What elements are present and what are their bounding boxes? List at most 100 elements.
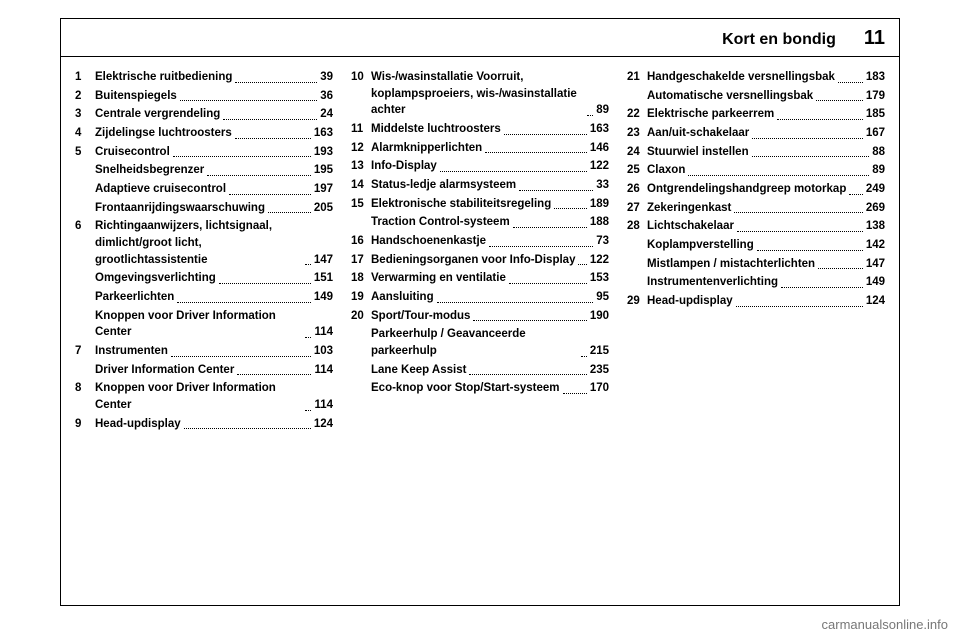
- index-entry: Omgevingsverlichting 151: [75, 270, 333, 287]
- entry-label: Elektronische stabiliteits­regeling: [371, 196, 551, 213]
- entry-number: 25: [627, 162, 647, 179]
- entry-number: 4: [75, 125, 95, 142]
- entry-label: Status-ledje alarmsysteem: [371, 177, 516, 194]
- entry-body: Knoppen voor Driver Information Center11…: [95, 380, 333, 413]
- entry-body: Parkeerlichten149: [95, 289, 333, 306]
- index-entry: Lane Keep Assist235: [351, 362, 609, 379]
- entry-label: Knoppen voor Driver Information Center: [95, 308, 302, 341]
- entry-number: 6: [75, 218, 95, 235]
- leader-dots: [173, 148, 311, 157]
- index-column: 21Handgeschakelde versnellingsbak183Auto…: [627, 69, 885, 434]
- index-entry: 25Claxon 89: [627, 162, 885, 179]
- entry-label: Automatische versnellingsbak: [647, 88, 813, 105]
- entry-number: 22: [627, 106, 647, 123]
- entry-number: 16: [351, 233, 371, 250]
- entry-body: Alarmknipperlichten146: [371, 140, 609, 157]
- index-entry: 10Wis-/­wasinstallatie Voorruit, koplamp…: [351, 69, 609, 119]
- entry-number: 8: [75, 380, 95, 397]
- entry-body: Zekeringenkast269: [647, 200, 885, 217]
- entry-body: Adaptieve cruisecontrol197: [95, 181, 333, 198]
- index-entry: Adaptieve cruisecontrol197: [75, 181, 333, 198]
- manual-page: Kort en bondig 11 1Elektrische ruitbedie…: [0, 0, 960, 642]
- entry-label: Driver Information Center: [95, 362, 234, 379]
- entry-page: 142: [866, 237, 885, 254]
- leader-dots: [777, 111, 863, 120]
- entry-label: Traction Control-systeem: [371, 214, 510, 231]
- entry-label: Ontgrendelingshandgreep motorkap: [647, 181, 846, 198]
- entry-number: 5: [75, 144, 95, 161]
- leader-dots: [305, 329, 311, 338]
- entry-label: Verwarming en ventilatie: [371, 270, 506, 287]
- leader-dots: [688, 167, 869, 176]
- entry-page: 185: [866, 106, 885, 123]
- entry-number: 24: [627, 144, 647, 161]
- entry-number: 18: [351, 270, 371, 287]
- entry-number: 12: [351, 140, 371, 157]
- entry-number: 15: [351, 196, 371, 213]
- entry-page: 89: [872, 162, 885, 179]
- entry-label: Zekeringenkast: [647, 200, 731, 217]
- entry-page: 33: [596, 177, 609, 194]
- entry-label: Aansluiting: [371, 289, 434, 306]
- leader-dots: [737, 223, 863, 232]
- leader-dots: [849, 186, 862, 195]
- entry-number: 10: [351, 69, 371, 86]
- entry-number: 9: [75, 416, 95, 433]
- entry-label: Alarmknipperlichten: [371, 140, 482, 157]
- leader-dots: [734, 204, 862, 213]
- entry-body: Eco-knop voor Stop/Start-systeem170: [371, 380, 609, 397]
- entry-body: Head-up­display124: [95, 416, 333, 433]
- entry-page: 88: [872, 144, 885, 161]
- entry-label: Info-Display: [371, 158, 437, 175]
- entry-number: 14: [351, 177, 371, 194]
- entry-body: Buitenspiegels36: [95, 88, 333, 105]
- index-entry: 14Status-ledje alarmsysteem 33: [351, 177, 609, 194]
- entry-body: Elektrische ruitbediening39: [95, 69, 333, 86]
- entry-number: 1: [75, 69, 95, 86]
- entry-page: 188: [590, 214, 609, 231]
- leader-dots: [816, 92, 863, 101]
- leader-dots: [305, 402, 311, 411]
- entry-page: 36: [320, 88, 333, 105]
- entry-page: 122: [590, 158, 609, 175]
- entry-body: Instrumenten103: [95, 343, 333, 360]
- entry-page: 147: [314, 252, 333, 269]
- entry-number: 20: [351, 308, 371, 325]
- entry-body: Elektronische stabiliteits­regeling 189: [371, 196, 609, 213]
- leader-dots: [305, 256, 311, 265]
- leader-dots: [587, 107, 593, 116]
- index-entry: Knoppen voor Driver Information Center11…: [75, 308, 333, 341]
- entry-label: Cruisecontrol: [95, 144, 170, 161]
- entry-page: 183: [866, 69, 885, 86]
- entry-page: 147: [866, 256, 885, 273]
- entry-body: Handgeschakelde versnellingsbak183: [647, 69, 885, 86]
- entry-label: Snelheidsbegrenzer: [95, 162, 204, 179]
- entry-page: 138: [866, 218, 885, 235]
- leader-dots: [513, 219, 587, 228]
- entry-page: 151: [314, 270, 333, 287]
- index-column: 10Wis-/­wasinstallatie Voorruit, koplamp…: [351, 69, 609, 434]
- entry-page: 89: [596, 102, 609, 119]
- leader-dots: [237, 366, 311, 375]
- entry-page: 189: [590, 196, 609, 213]
- index-entry: 9Head-up­display124: [75, 416, 333, 433]
- page-number: 11: [864, 27, 885, 50]
- entry-label: Omgevingsverlichting: [95, 270, 216, 287]
- leader-dots: [235, 130, 311, 139]
- entry-label: Adaptieve cruisecontrol: [95, 181, 226, 198]
- entry-label: Wis-/­wasinstallatie Voorruit, koplampsp…: [371, 69, 584, 119]
- leader-dots: [757, 242, 863, 251]
- leader-dots: [177, 294, 311, 303]
- index-column: 1Elektrische ruitbediening392Buitenspieg…: [75, 69, 333, 434]
- leader-dots: [818, 260, 863, 269]
- entry-page: 103: [314, 343, 333, 360]
- leader-dots: [781, 279, 863, 288]
- index-entry: 26Ontgrendelingshandgreep motorkap249: [627, 181, 885, 198]
- leader-dots: [229, 186, 311, 195]
- entry-number: 7: [75, 343, 95, 360]
- leader-dots: [485, 144, 587, 153]
- leader-dots: [171, 348, 311, 357]
- entry-page: 124: [314, 416, 333, 433]
- entry-label: Claxon: [647, 162, 685, 179]
- entry-body: Traction Control-systeem 188: [371, 214, 609, 231]
